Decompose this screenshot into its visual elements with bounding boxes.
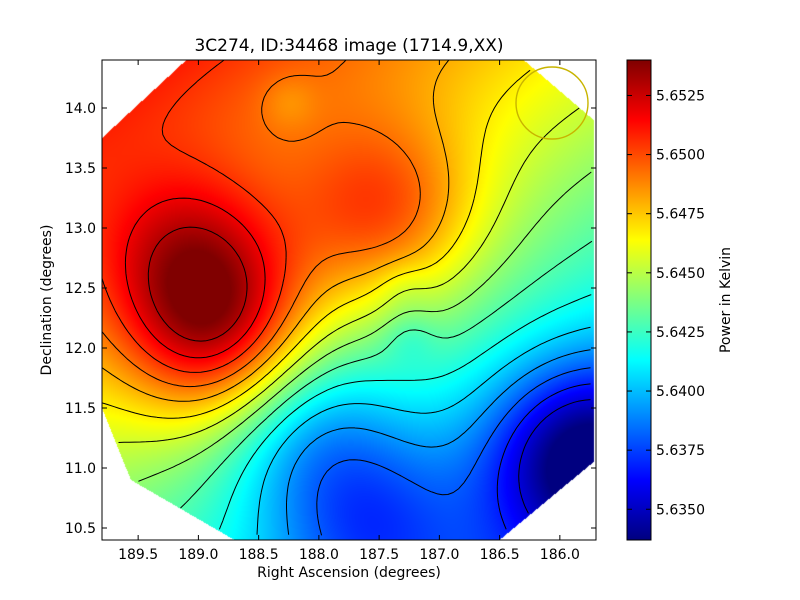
y-tick-label: 11.5 <box>65 401 96 417</box>
x-axis-label: Right Ascension (degrees) <box>257 565 441 581</box>
colorbar-tick-label: 5.6525 <box>656 88 705 104</box>
colorbar-tick-label: 5.6500 <box>656 148 705 164</box>
chart-title: 3C274, ID:34468 image (1714.9,XX) <box>194 36 503 56</box>
y-tick-label: 13.5 <box>65 161 96 177</box>
contour-line <box>316 367 591 536</box>
colorbar-label: Power in Kelvin <box>718 247 734 353</box>
contour-line <box>124 197 266 359</box>
contour-line <box>256 326 591 535</box>
y-tick-label: 12.5 <box>65 281 96 297</box>
x-tick-label: 189.5 <box>118 547 158 563</box>
y-tick-label: 10.5 <box>65 521 96 537</box>
colorbar-tick-label: 5.6450 <box>656 266 705 282</box>
plot-area: 189.5 189.0 188.5 188.0 187.5 187.0 186.5 186.0… <box>65 59 597 563</box>
contour-line <box>102 60 421 388</box>
y-tick-label: 12.0 <box>65 341 96 357</box>
contour-line <box>286 349 591 535</box>
colorbar-ticks: 5.6350 5.6375 5.6400 5.6425 5.6450 5.6475 5.65… <box>627 88 705 518</box>
x-tick-label: 186.0 <box>540 547 580 563</box>
colorbar-tick-label: 5.6375 <box>656 443 705 459</box>
y-tick-label: 14.0 <box>65 101 96 117</box>
y-axis: 10.5 11.0 11.5 12.0 12.5 13.0 13.5 14.0 <box>65 101 596 537</box>
colorbar-gradient <box>626 59 652 541</box>
contour-line <box>496 383 591 530</box>
x-tick-label: 187.5 <box>359 547 399 563</box>
x-tick-label: 188.0 <box>299 547 339 563</box>
contour-line <box>102 69 531 419</box>
colorbar-tick-label: 5.6350 <box>656 502 705 518</box>
y-axis-label: Declination (degrees) <box>39 225 55 376</box>
contour-line <box>218 294 592 530</box>
colorbar-tick-label: 5.6475 <box>656 207 705 223</box>
colorbar: 5.6350 5.6375 5.6400 5.6425 5.6450 5.6475 5.65… <box>626 59 734 541</box>
x-tick-label: 188.5 <box>239 547 279 563</box>
contour-line <box>118 107 580 443</box>
y-tick-label: 11.0 <box>65 461 96 477</box>
contour-line <box>518 399 591 514</box>
x-tick-label: 189.0 <box>178 547 218 563</box>
contour-line <box>102 60 450 402</box>
colorbar-tick-label: 5.6425 <box>656 325 705 341</box>
x-axis: 189.5 189.0 188.5 188.0 187.5 187.0 186.5 186.0 <box>118 60 580 563</box>
heatmap-image <box>102 60 596 540</box>
contour-line <box>180 240 593 509</box>
contour-line <box>147 226 248 342</box>
x-tick-label: 187.0 <box>419 547 459 563</box>
contour-line <box>102 60 287 373</box>
x-tick-label: 186.5 <box>480 547 520 563</box>
colorbar-tick-label: 5.6400 <box>656 384 705 400</box>
beam-marker <box>515 66 589 140</box>
contour-lines <box>102 60 593 536</box>
plot-frame <box>101 59 597 541</box>
contour-line <box>138 171 592 482</box>
y-tick-label: 13.0 <box>65 221 96 237</box>
